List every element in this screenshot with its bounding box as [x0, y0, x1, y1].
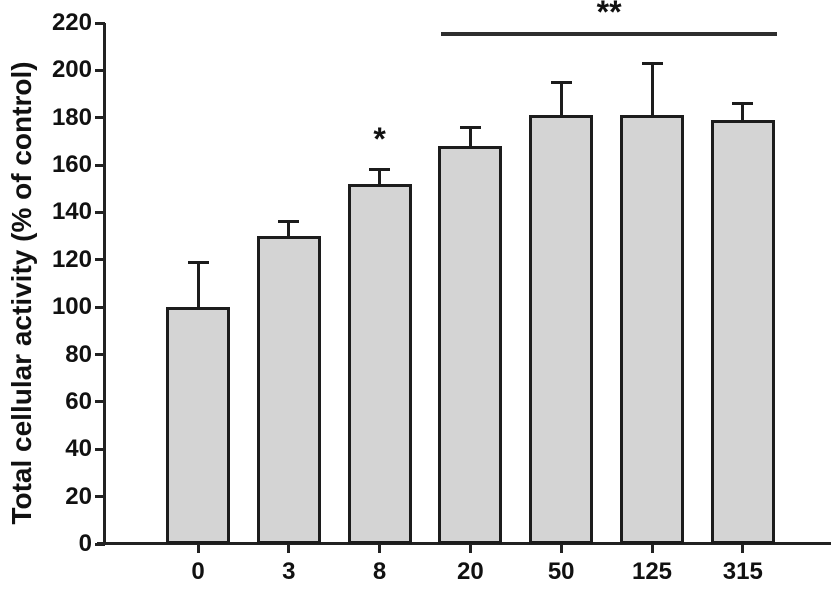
x-tick-label: 3	[282, 558, 296, 585]
y-tick	[95, 21, 105, 25]
bar	[710, 120, 775, 544]
y-tick-label: 220	[51, 9, 92, 36]
significance-line	[441, 32, 777, 36]
significance-asterisk: *	[373, 120, 386, 157]
error-bar	[287, 221, 291, 239]
error-bar	[559, 82, 563, 118]
y-tick-label: 140	[51, 198, 92, 226]
y-tick	[95, 163, 105, 167]
bar	[256, 236, 321, 544]
y-tick-label: 200	[51, 56, 92, 84]
y-tick	[95, 495, 105, 499]
y-tick-label: 180	[51, 103, 92, 131]
significance-double-asterisk: **	[596, 0, 622, 30]
error-bar-cap	[459, 125, 481, 129]
y-tick-label: 120	[51, 245, 92, 273]
y-tick	[95, 542, 105, 546]
y-tick	[95, 305, 105, 309]
y-tick-label: 100	[51, 293, 92, 321]
y-tick	[95, 447, 105, 451]
error-bar	[468, 127, 472, 149]
bar	[347, 184, 412, 544]
y-tick	[95, 68, 105, 72]
x-tick-label: 125	[631, 558, 673, 585]
x-tick-label: 8	[372, 558, 387, 585]
y-tick	[95, 400, 105, 404]
bar	[620, 115, 684, 544]
bar	[438, 146, 503, 544]
error-bar	[650, 63, 654, 118]
x-tick	[559, 544, 563, 553]
x-tick	[378, 544, 382, 553]
y-tick-label: 160	[51, 151, 92, 179]
x-tick-label: 20	[457, 558, 484, 585]
y-tick	[95, 258, 105, 262]
x-tick	[468, 544, 472, 553]
error-bar	[378, 169, 382, 187]
error-bar-cap	[550, 80, 572, 84]
y-tick-label: 60	[65, 387, 92, 415]
y-tick-label: 20	[65, 482, 92, 510]
x-tick-label: 315	[722, 558, 763, 585]
error-bar	[196, 262, 200, 310]
y-tick	[95, 210, 105, 214]
y-tick-label: 40	[65, 435, 92, 463]
x-tick-label: 50	[547, 558, 575, 585]
error-bar-cap	[641, 61, 663, 65]
y-tick-label: 0	[78, 530, 92, 557]
x-tick	[287, 544, 291, 553]
y-tick-label: 80	[65, 340, 92, 368]
error-bar-cap	[732, 102, 754, 106]
y-tick	[95, 353, 105, 357]
y-axis-line	[103, 23, 106, 545]
error-bar-cap	[278, 220, 300, 224]
x-tick	[741, 544, 745, 553]
error-bar-cap	[187, 260, 209, 264]
x-tick	[650, 544, 654, 553]
y-tick	[95, 116, 105, 120]
bar	[166, 307, 230, 544]
error-bar	[741, 103, 745, 123]
x-tick	[196, 544, 200, 553]
bar	[529, 115, 594, 544]
x-tick-label: 0	[191, 558, 205, 585]
error-bar-cap	[369, 168, 391, 172]
